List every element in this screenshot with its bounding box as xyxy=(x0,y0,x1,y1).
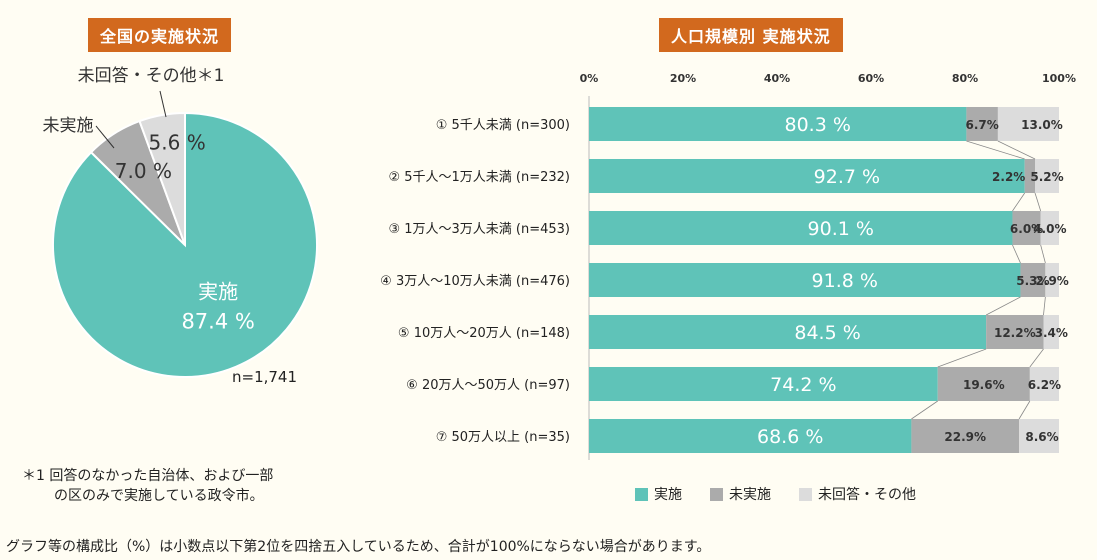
category-label: ⑦ 50万人以上 (n=35) xyxy=(436,430,570,445)
bar-segment xyxy=(937,367,1030,401)
bar-label-not-implemented: 22.9% xyxy=(944,430,986,444)
bar-label-not-implemented: 5.3% xyxy=(1016,274,1049,288)
connector-line xyxy=(1034,192,1042,212)
bar-segment xyxy=(986,315,1044,349)
category-label: ⑤ 10万人～20万人 (n=148) xyxy=(398,326,570,341)
footnote-line-1: ＊1 回答のなかった自治体、および一部 xyxy=(22,468,274,484)
connector-line xyxy=(1012,244,1021,264)
x-tick-label: 0% xyxy=(580,72,599,85)
pie-value-implemented: 87.4 % xyxy=(181,309,254,333)
connector-line xyxy=(1012,192,1026,212)
legend-swatch-no-answer xyxy=(799,487,812,501)
legend-item-implemented: 実施 xyxy=(635,484,682,504)
bar-label-implemented: 80.3 % xyxy=(785,114,851,136)
bar-label-implemented: 74.2 % xyxy=(770,374,836,396)
x-tick-label: 60% xyxy=(858,72,884,85)
bar-segment xyxy=(589,263,1021,297)
legend-item-not-implemented: 未実施 xyxy=(710,484,771,504)
connector-line xyxy=(1018,400,1031,420)
connector-line xyxy=(937,348,987,368)
bar-segment xyxy=(1045,263,1059,297)
bar-label-no-answer: 13.0% xyxy=(1021,118,1063,132)
pie-label-no-answer: 未回答・その他＊1 xyxy=(78,66,225,86)
bar-label-not-implemented: 6.0% xyxy=(1010,222,1043,236)
bar-label-no-answer: 6.2% xyxy=(1028,378,1061,392)
connector-line xyxy=(966,140,1025,160)
bar-segment xyxy=(589,315,987,349)
bar-segment xyxy=(966,107,998,141)
connector-line xyxy=(1029,348,1044,368)
category-label: ② 5千人～1万人未満 (n=232) xyxy=(388,170,570,185)
pie-chart-title: 全国の実施状況 xyxy=(88,18,232,52)
bar-segment xyxy=(1040,211,1059,245)
bar-label-implemented: 90.1 % xyxy=(808,218,874,240)
bar-segment xyxy=(1035,159,1059,193)
bar-segment xyxy=(1020,263,1046,297)
bar-segment xyxy=(589,367,938,401)
bar-segment xyxy=(911,419,1020,453)
bar-label-implemented: 68.6 % xyxy=(757,426,823,448)
bar-chart-title: 人口規模別 実施状況 xyxy=(659,18,843,52)
bar-segment xyxy=(589,419,912,453)
category-label: ⑥ 20万人～50万人 (n=97) xyxy=(406,378,570,393)
pie-slice xyxy=(138,111,186,246)
bar-label-no-answer: 8.6% xyxy=(1025,430,1058,444)
bar-segment xyxy=(997,107,1059,141)
bar-label-implemented: 84.5 % xyxy=(794,322,860,344)
pie-leader-line xyxy=(95,125,115,149)
bar-segment xyxy=(589,211,1013,245)
bar-segment xyxy=(1024,159,1036,193)
footnote: ＊1 回答のなかった自治体、および一部 の区のみで実施している政令市。 xyxy=(22,466,273,506)
x-tick-label: 80% xyxy=(952,72,978,85)
bar-label-no-answer: 4.0% xyxy=(1033,222,1066,236)
x-tick-label: 20% xyxy=(670,72,696,85)
legend-item-no-answer: 未回答・その他 xyxy=(799,484,916,504)
bar-segment xyxy=(1043,315,1059,349)
bar-label-implemented: 91.8 % xyxy=(812,270,878,292)
bar-label-no-answer: 2.9% xyxy=(1036,274,1069,288)
legend-swatch-not-implemented xyxy=(710,487,723,501)
pie-label-not-implemented: 未実施 xyxy=(43,116,94,136)
connector-line xyxy=(911,400,938,420)
bar-segment xyxy=(1019,419,1059,453)
category-label: ④ 3万人～10万人未満 (n=476) xyxy=(380,274,570,289)
bar-segment xyxy=(589,107,967,141)
pie-label-implemented: 実施 xyxy=(198,279,238,303)
bottom-note: グラフ等の構成比（%）は小数点以下第2位を四捨五入しているため、合計が100%に… xyxy=(6,539,711,555)
bar-segment xyxy=(1029,367,1059,401)
connector-line xyxy=(1043,296,1046,316)
pie-leader-line xyxy=(159,90,167,118)
bar-label-no-answer: 5.2% xyxy=(1030,170,1063,184)
bar-label-not-implemented: 12.2% xyxy=(994,326,1036,340)
legend-swatch-implemented xyxy=(635,487,648,501)
category-label: ① 5千人未満 (n=300) xyxy=(436,118,570,133)
bar-label-not-implemented: 6.7% xyxy=(966,118,999,132)
footnote-line-2: の区のみで実施している政令市。 xyxy=(54,488,264,504)
legend-label-implemented: 実施 xyxy=(654,487,682,503)
pie-slice xyxy=(52,111,318,378)
pie-n-label: n=1,741 xyxy=(232,368,297,386)
bar-segment xyxy=(1012,211,1041,245)
x-tick-label: 100% xyxy=(1042,72,1076,85)
legend-label-not-implemented: 未実施 xyxy=(729,487,771,503)
bar-segment xyxy=(589,159,1025,193)
bar-legend: 実施 未実施 未回答・その他 xyxy=(635,484,916,504)
x-tick-label: 40% xyxy=(764,72,790,85)
bar-label-implemented: 92.7 % xyxy=(814,166,880,188)
connector-line xyxy=(985,296,1021,316)
bar-label-no-answer: 3.4% xyxy=(1035,326,1068,340)
category-label: ③ 1万人～3万人未満 (n=453) xyxy=(388,222,570,237)
legend-label-no-answer: 未回答・その他 xyxy=(818,487,916,503)
connector-line xyxy=(1040,244,1046,264)
connector-line xyxy=(997,140,1036,160)
bar-label-not-implemented: 19.6% xyxy=(963,378,1005,392)
pie-value-not-implemented: 7.0 % xyxy=(115,159,172,183)
pie-value-no-answer: 5.6 % xyxy=(149,131,206,155)
bar-label-not-implemented: 2.2% xyxy=(992,170,1025,184)
